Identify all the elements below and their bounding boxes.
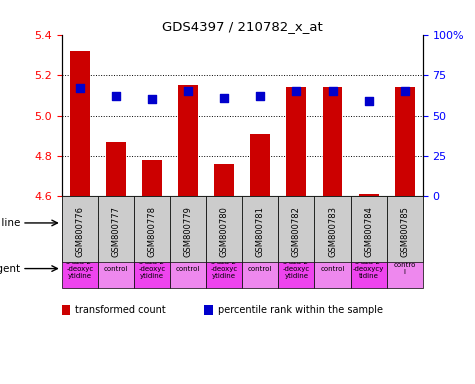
- Text: contro
l: contro l: [393, 262, 416, 275]
- Text: transformed count: transformed count: [75, 305, 166, 315]
- Bar: [359, 194, 379, 197]
- Text: RKO: RKO: [304, 218, 325, 228]
- Text: HT29: HT29: [228, 218, 256, 228]
- Text: control: control: [104, 266, 128, 271]
- Text: GSM800785: GSM800785: [400, 206, 409, 257]
- Bar: [351, 197, 387, 262]
- Bar: [286, 87, 306, 197]
- Text: SW480: SW480: [368, 218, 405, 228]
- Bar: [242, 250, 278, 288]
- Bar: [206, 197, 242, 262]
- Bar: [98, 250, 134, 288]
- Text: control: control: [176, 266, 200, 271]
- Text: 5-aza-2'
-deoxyc
ytidine: 5-aza-2' -deoxyc ytidine: [210, 258, 238, 278]
- Point: [220, 94, 228, 101]
- Bar: [134, 250, 170, 288]
- Bar: [70, 51, 90, 197]
- Bar: [106, 142, 126, 197]
- Point: [329, 88, 336, 94]
- Text: 5-aza-2'
-deoxyc
ytidine: 5-aza-2' -deoxyc ytidine: [66, 258, 94, 278]
- Point: [184, 88, 192, 94]
- Bar: [351, 250, 387, 288]
- Bar: [242, 197, 278, 262]
- Bar: [387, 197, 423, 262]
- Bar: [206, 197, 278, 250]
- Bar: [62, 197, 98, 262]
- Text: GSM800778: GSM800778: [148, 206, 156, 257]
- Bar: [323, 87, 342, 197]
- Text: GSM800782: GSM800782: [292, 206, 301, 257]
- Bar: [98, 197, 134, 262]
- Bar: [142, 160, 162, 197]
- Bar: [250, 134, 270, 197]
- Text: control: control: [248, 266, 273, 271]
- Bar: [395, 87, 415, 197]
- Bar: [278, 197, 351, 250]
- Point: [365, 98, 372, 104]
- Point: [112, 93, 120, 99]
- Point: [293, 88, 300, 94]
- Bar: [170, 250, 206, 288]
- Bar: [314, 250, 351, 288]
- Text: cell line: cell line: [0, 218, 20, 228]
- Bar: [214, 164, 234, 197]
- Text: COLO320: COLO320: [73, 218, 123, 228]
- Text: HCT116: HCT116: [150, 218, 190, 228]
- Text: 5-aza-2'
-deoxyc
ytidine: 5-aza-2' -deoxyc ytidine: [283, 258, 310, 278]
- Text: GSM800776: GSM800776: [76, 206, 84, 257]
- Bar: [351, 197, 423, 250]
- Point: [401, 88, 408, 94]
- Title: GDS4397 / 210782_x_at: GDS4397 / 210782_x_at: [162, 20, 323, 33]
- Text: GSM800784: GSM800784: [364, 206, 373, 257]
- Text: control: control: [320, 266, 345, 271]
- Text: GSM800781: GSM800781: [256, 206, 265, 257]
- Point: [148, 96, 156, 103]
- Text: 5-aza-2'
-deoxycy
tidine: 5-aza-2' -deoxycy tidine: [353, 258, 384, 278]
- Text: GSM800783: GSM800783: [328, 206, 337, 257]
- Text: GSM800777: GSM800777: [112, 206, 120, 257]
- Bar: [387, 250, 423, 288]
- Bar: [314, 197, 351, 262]
- Point: [256, 93, 264, 99]
- Text: GSM800779: GSM800779: [184, 206, 192, 257]
- Bar: [62, 197, 134, 250]
- Point: [76, 85, 84, 91]
- Bar: [278, 250, 314, 288]
- Bar: [278, 197, 314, 262]
- Text: 5-aza-2'
-deoxyc
ytidine: 5-aza-2' -deoxyc ytidine: [138, 258, 166, 278]
- Bar: [170, 197, 206, 262]
- Text: GSM800780: GSM800780: [220, 206, 228, 257]
- Bar: [178, 85, 198, 197]
- Text: agent: agent: [0, 263, 20, 273]
- Bar: [62, 250, 98, 288]
- Bar: [206, 250, 242, 288]
- Text: percentile rank within the sample: percentile rank within the sample: [218, 305, 382, 315]
- Bar: [134, 197, 206, 250]
- Bar: [134, 197, 170, 262]
